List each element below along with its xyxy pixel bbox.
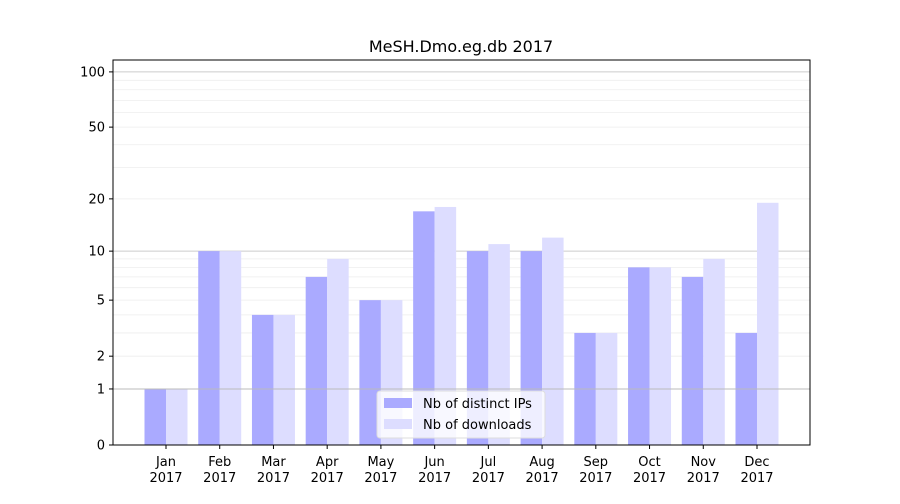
x-tick-year-label: 2017 [364, 471, 397, 486]
x-tick-year-label: 2017 [472, 471, 505, 486]
x-tick-label: Jun [423, 455, 444, 470]
x-tick-label: Jul [480, 455, 497, 470]
y-tick-label: 0 [97, 439, 105, 454]
x-tick-label: Apr [316, 455, 339, 470]
x-tick-year-label: 2017 [418, 471, 451, 486]
x-tick-label: May [367, 455, 394, 470]
x-tick-year-label: 2017 [149, 471, 182, 486]
x-tick-year-label: 2017 [633, 471, 666, 486]
y-tick-label: 5 [97, 294, 105, 309]
legend-swatch [384, 398, 412, 408]
legend-box [376, 390, 546, 439]
x-tick-label: Feb [208, 455, 231, 470]
x-tick-year-label: 2017 [257, 471, 290, 486]
y-tick-label: 10 [88, 245, 105, 260]
bar-downloads-oct [649, 267, 672, 445]
y-tick-label: 100 [80, 65, 105, 80]
bar-ips-apr [305, 276, 328, 445]
bar-ips-may [359, 300, 381, 445]
bar-ips-jun [413, 211, 435, 445]
y-tick-label: 50 [88, 121, 105, 136]
bar-ips-nov [681, 276, 704, 445]
x-tick-year-label: 2017 [526, 471, 559, 486]
x-tick-label: Aug [529, 455, 554, 470]
y-tick-label: 2 [97, 350, 105, 365]
bar-downloads-jun [434, 206, 457, 445]
bar-downloads-aug [542, 237, 564, 445]
plot-frame [112, 59, 811, 446]
legend-label: Nb of downloads [423, 418, 532, 433]
x-tick-label: Jan [155, 455, 176, 470]
bar-ips-feb [198, 251, 220, 445]
bar-downloads-jan [166, 388, 188, 445]
legend-label: Nb of distinct IPs [423, 397, 532, 412]
chart-title: MeSH.Dmo.eg.db 2017 [369, 37, 553, 56]
x-tick-label: Oct [638, 455, 660, 470]
bar-downloads-feb [219, 251, 242, 445]
x-tick-year-label: 2017 [579, 471, 612, 486]
x-tick-year-label: 2017 [740, 471, 773, 486]
y-tick-label: 1 [97, 382, 105, 397]
x-tick-label: Mar [261, 455, 286, 470]
bar-downloads-dec [757, 202, 779, 445]
x-tick-label: Nov [691, 455, 717, 470]
bar-ips-jan [144, 388, 166, 445]
bar-ips-oct [628, 267, 650, 445]
legend: Nb of distinct IPs Nb of downloads [376, 390, 546, 439]
y-tick-label: 20 [88, 192, 105, 207]
bar-ips-mar [251, 314, 274, 445]
x-tick-label: Dec [744, 455, 769, 470]
bar-downloads-mar [273, 314, 295, 445]
x-tick-label: Sep [584, 455, 609, 470]
x-tick-year-label: 2017 [311, 471, 344, 486]
legend-swatch [384, 419, 412, 429]
x-tick-year-label: 2017 [687, 471, 720, 486]
bar-downloads-apr [327, 258, 349, 445]
x-tick-year-label: 2017 [203, 471, 236, 486]
bar-downloads-nov [703, 258, 725, 445]
